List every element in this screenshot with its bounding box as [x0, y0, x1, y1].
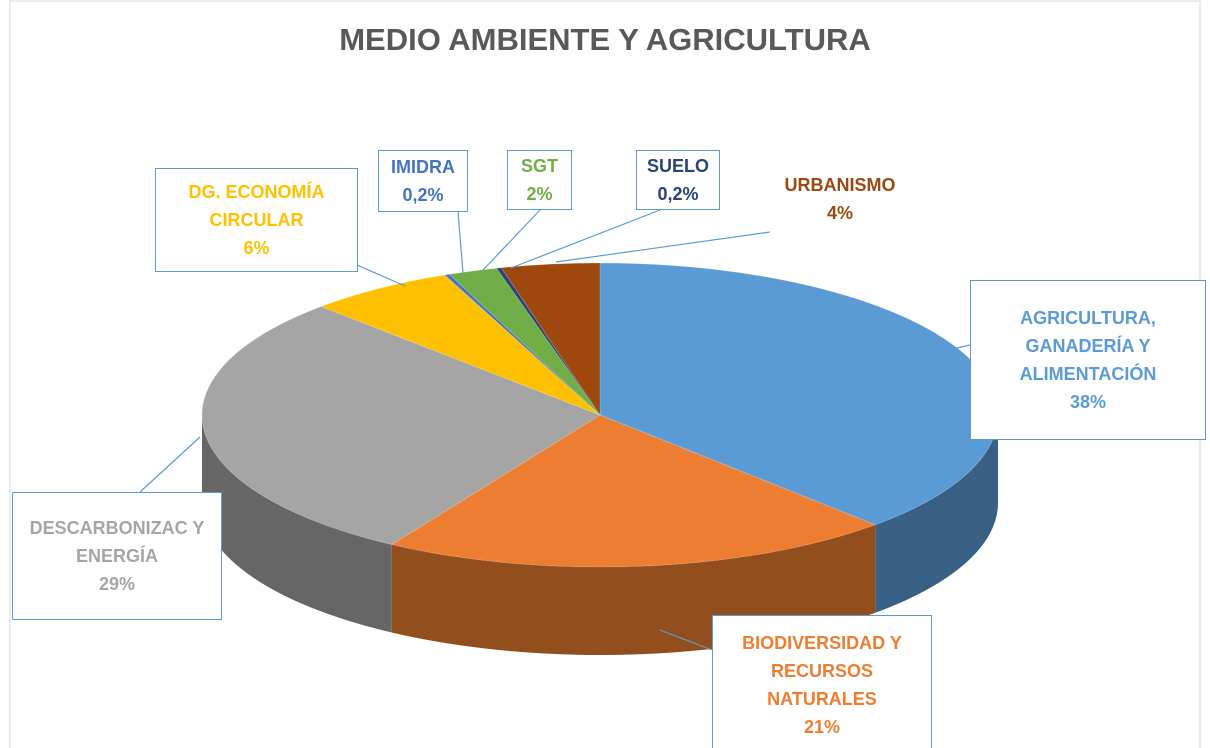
slice-side: [202, 415, 392, 633]
leader-line: [659, 629, 713, 651]
leader-line: [349, 261, 406, 287]
data-label: SUELO 0,2%: [636, 150, 720, 210]
category-label: DG. ECONOMÍA CIRCULAR: [188, 182, 325, 230]
value-label: 29%: [98, 574, 136, 594]
slice: [500, 262, 601, 417]
value-label: 21%: [803, 717, 841, 737]
value-label: 6%: [243, 238, 270, 258]
slice: [495, 267, 601, 416]
category-label: IMIDRA: [391, 157, 455, 177]
slice: [448, 267, 601, 416]
data-label: AGRICULTURA, GANADERÍA Y ALIMENTACIÓN 38%: [970, 280, 1206, 440]
leader-line: [510, 209, 661, 269]
slice: [201, 305, 602, 546]
category-label: AGRICULTURA, GANADERÍA Y ALIMENTACIÓN: [1019, 308, 1157, 384]
leader-line: [939, 344, 971, 353]
slice: [599, 262, 999, 526]
slice: [390, 414, 877, 568]
value-label: 4%: [826, 203, 853, 223]
slice: [319, 274, 601, 416]
data-label: DG. ECONOMÍA CIRCULAR 6%: [155, 168, 358, 272]
value-label: 2%: [526, 184, 553, 204]
data-label: SGT 2%: [507, 150, 572, 210]
data-label: BIODIVERSIDAD Y RECURSOS NATURALES 21%: [712, 615, 932, 748]
category-label: SGT: [520, 156, 558, 176]
leader-line: [555, 231, 771, 263]
leader-line: [482, 209, 541, 271]
slice: [443, 273, 601, 416]
data-label: URBANISMO 4%: [762, 165, 918, 233]
category-label: URBANISMO: [784, 175, 896, 195]
category-label: BIODIVERSIDAD Y RECURSOS NATURALES: [742, 633, 902, 709]
leader-line: [457, 211, 464, 274]
value-label: 38%: [1069, 392, 1107, 412]
slice-side: [875, 415, 998, 613]
data-label: DESCARBONIZAC Y ENERGÍA 29%: [12, 492, 222, 620]
leader-line: [139, 436, 201, 493]
category-label: DESCARBONIZAC Y ENERGÍA: [29, 518, 205, 566]
category-label: SUELO: [647, 156, 710, 176]
data-label: IMIDRA 0,2%: [378, 150, 468, 212]
value-label: 0,2%: [657, 184, 699, 204]
value-label: 0,2%: [402, 185, 444, 205]
chart-title: MEDIO AMBIENTE Y AGRICULTURA: [339, 22, 871, 57]
